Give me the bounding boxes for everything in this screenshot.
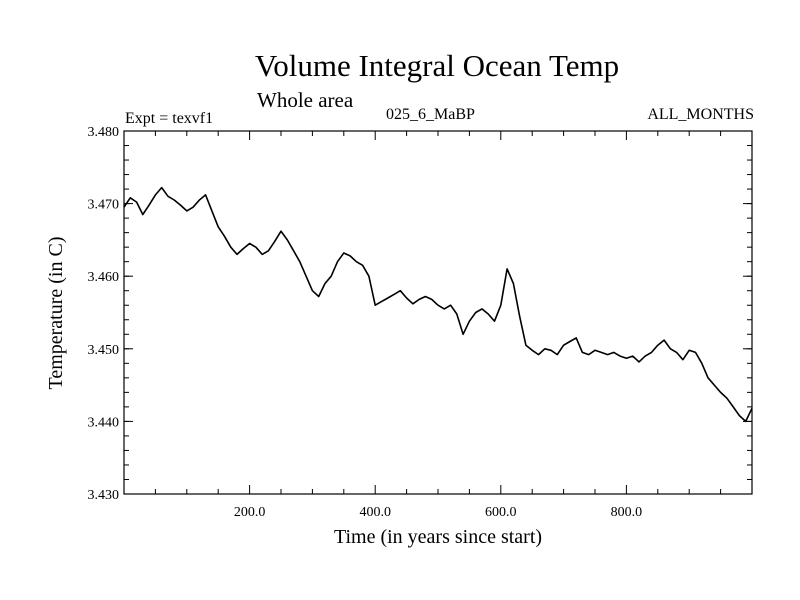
x-axis-label: Time (in years since start) bbox=[334, 526, 542, 548]
y-tick-label: 3.470 bbox=[88, 198, 120, 213]
x-tick-label: 200.0 bbox=[234, 505, 266, 520]
months-label: ALL_MONTHS bbox=[647, 106, 754, 123]
chart-subtitle: Whole area bbox=[257, 88, 354, 112]
plot-frame bbox=[123, 130, 753, 495]
y-tick-label: 3.430 bbox=[88, 488, 120, 503]
x-axis: 200.0 400.0 600.0 800.0 bbox=[154, 131, 722, 520]
x-tick-label: 800.0 bbox=[611, 505, 643, 520]
y-tick-label: 3.480 bbox=[88, 125, 120, 140]
y-tick-label: 3.450 bbox=[88, 343, 120, 358]
series-layer bbox=[123, 186, 753, 423]
x-tick-label: 600.0 bbox=[485, 505, 517, 520]
y-tick-label: 3.440 bbox=[88, 415, 120, 430]
y-axis-label: Temperature (in C) bbox=[45, 237, 67, 390]
period-label: 025_6_MaBP bbox=[386, 106, 475, 123]
y-axis: 3.430 3.440 3.450 3.460 3.470 3.480 bbox=[88, 125, 752, 503]
x-tick-label: 400.0 bbox=[359, 505, 391, 520]
chart-title: Volume Integral Ocean Temp bbox=[254, 48, 620, 83]
y-tick-label: 3.460 bbox=[88, 270, 120, 285]
experiment-label: Expt = texvf1 bbox=[125, 110, 214, 127]
series-line bbox=[123, 186, 753, 423]
